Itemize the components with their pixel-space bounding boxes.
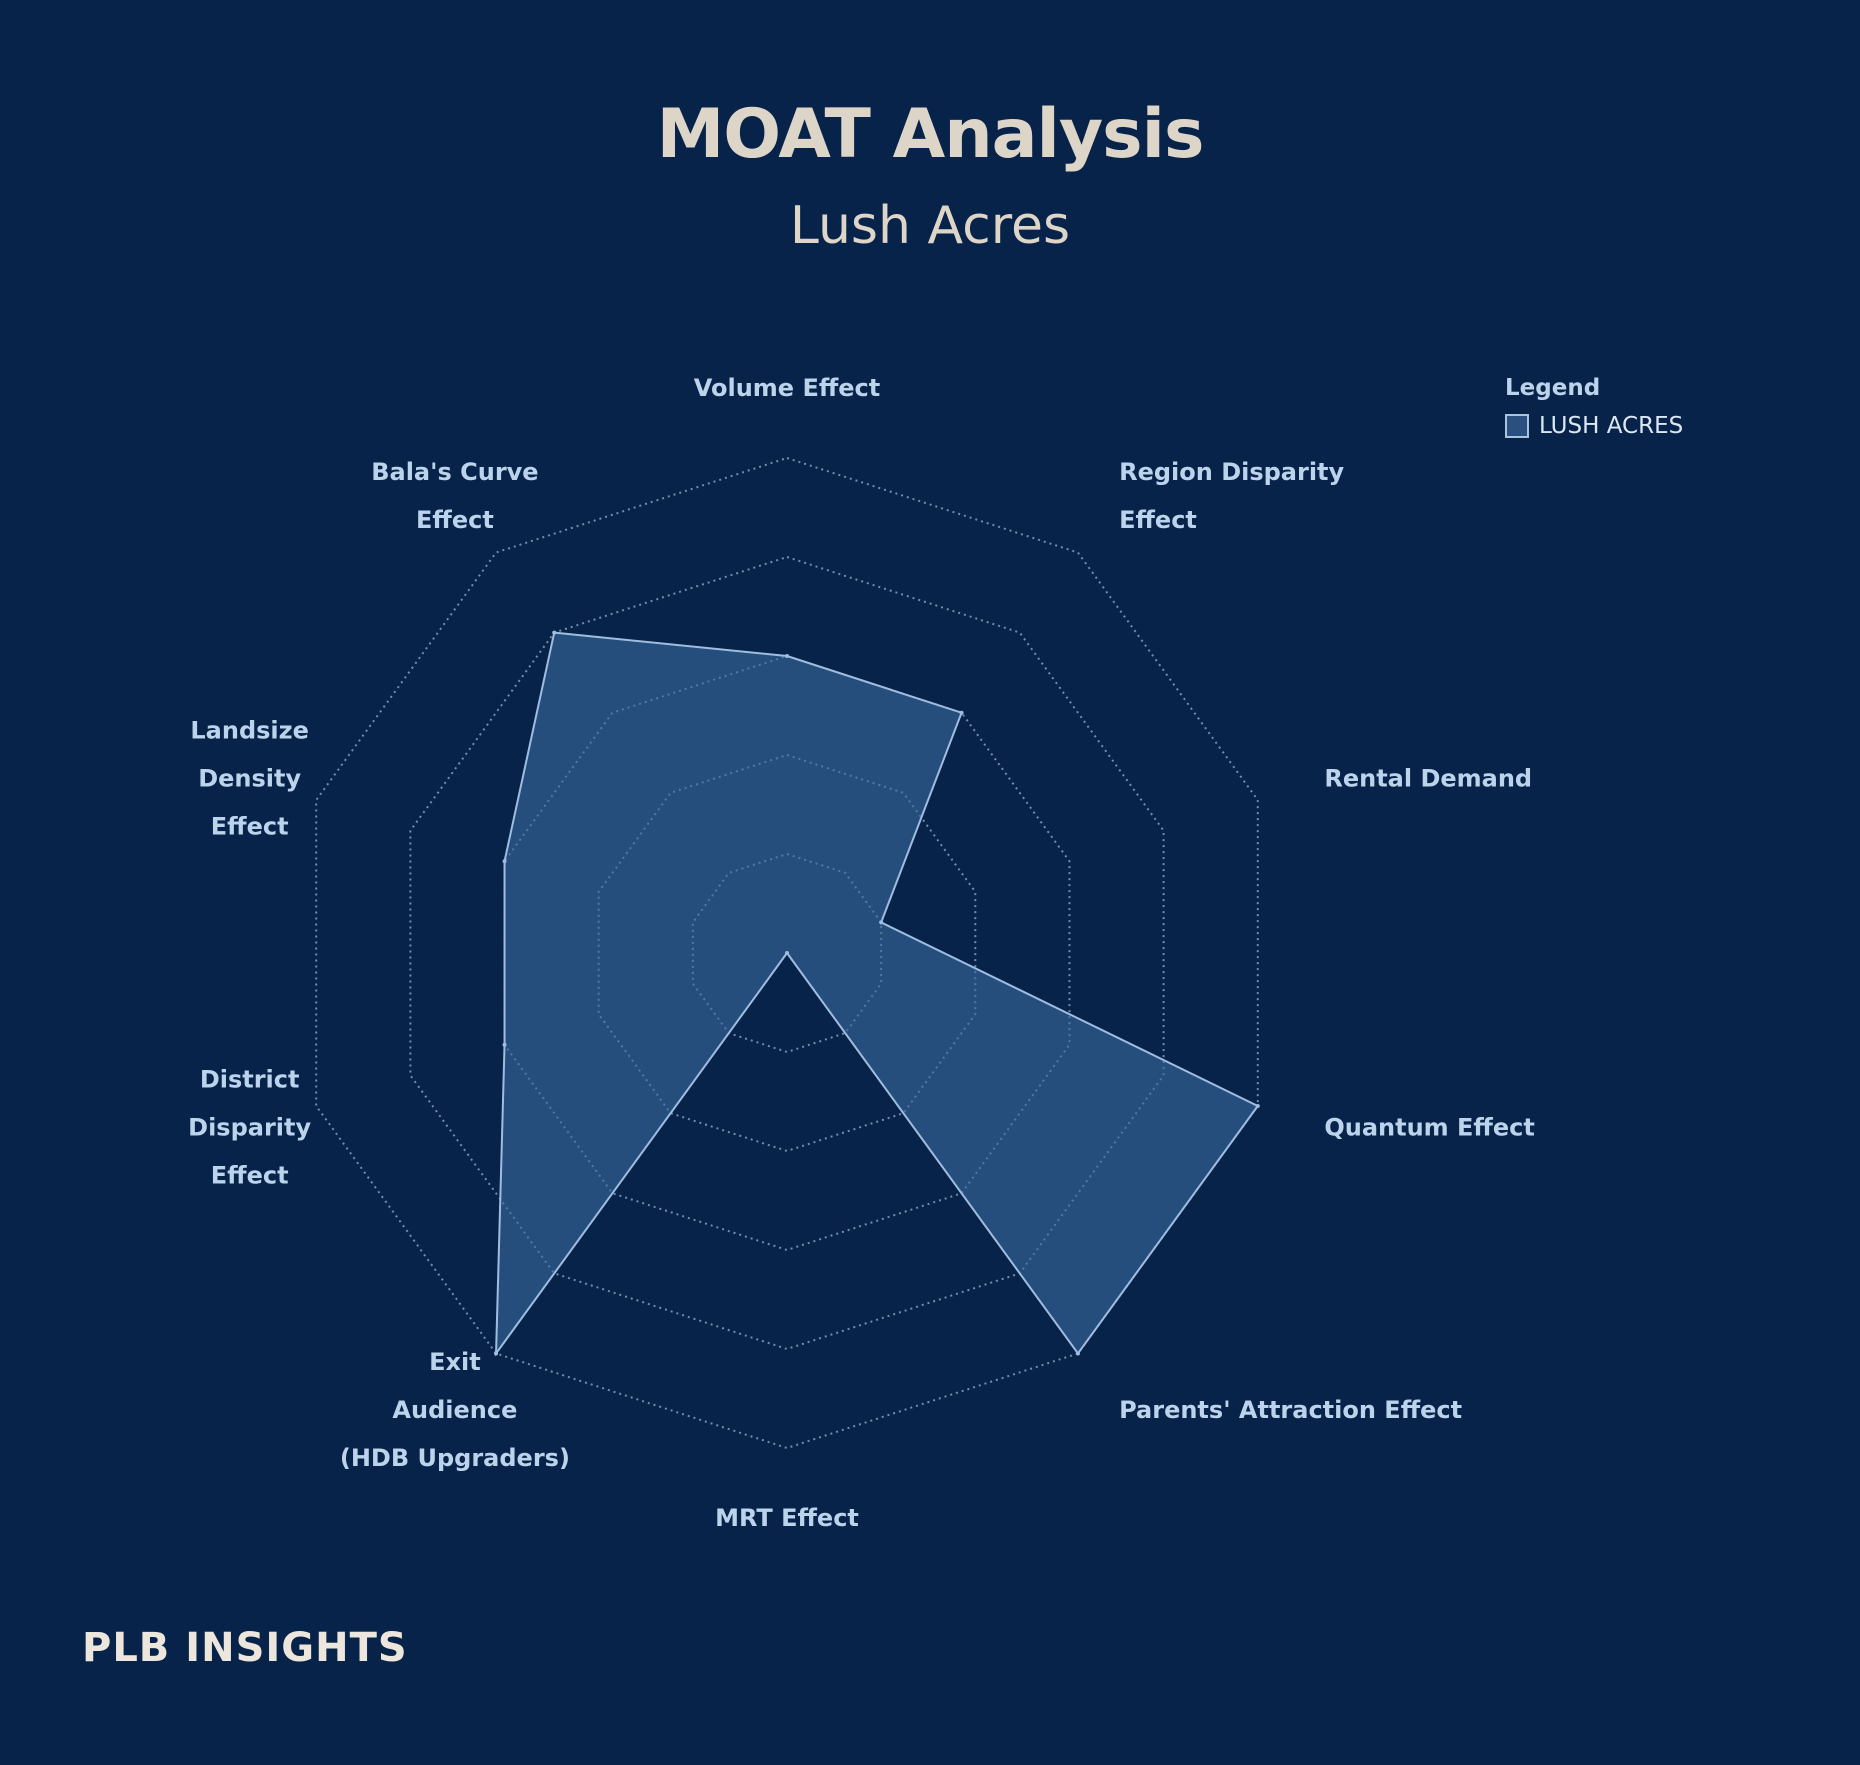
axis-label-5: Parents' Attraction Effect [1119, 1396, 1462, 1424]
axis-label-line: Effect [416, 506, 494, 534]
axis-label-line: (HDB Upgraders) [340, 1444, 570, 1472]
axis-label-line: Bala's Curve [371, 458, 538, 486]
legend-title: Legend [1505, 375, 1601, 401]
data-point-10 [552, 630, 557, 635]
axis-label-line: District [200, 1066, 300, 1094]
legend: Legend LUSH ACRES [1505, 375, 1683, 439]
data-point-9 [502, 859, 507, 864]
axis-label-line: Effect [1119, 506, 1197, 534]
axis-label-line: Landsize [190, 716, 309, 744]
brand-logo: PLB INSIGHTS [82, 1625, 408, 1671]
axis-label-7: Exit Audience (HDB Upgraders) [340, 1348, 570, 1472]
axis-label-line: Region Disparity [1119, 458, 1344, 486]
axis-label-line: Effect [211, 1162, 289, 1190]
axis-label-line: Quantum Effect [1324, 1114, 1535, 1142]
axis-label-line: Parents' Attraction Effect [1119, 1396, 1462, 1424]
legend-entry: LUSH ACRES [1505, 413, 1683, 439]
legend-label: LUSH ACRES [1539, 413, 1684, 439]
chart-subtitle: Lush Acres [789, 196, 1071, 256]
axis-label-8: District Disparity Effect [188, 1066, 311, 1190]
data-point-6 [785, 951, 789, 955]
axis-label-10: Bala's Curve Effect [371, 458, 538, 534]
axis-label-line: Disparity [188, 1114, 311, 1142]
axis-label-line: Exit [429, 1348, 481, 1376]
data-point-7 [494, 1351, 499, 1356]
axis-label-1: Volume Effect [694, 374, 881, 402]
data-point-5 [1075, 1351, 1080, 1356]
axis-label-line: Audience [392, 1396, 517, 1424]
data-point-2 [959, 710, 964, 715]
axis-label-line: Density [198, 764, 301, 792]
data-point-4 [1255, 1103, 1260, 1108]
series-area-lush-acres [494, 631, 1260, 1357]
axis-label-line: Effect [211, 812, 289, 840]
axis-label-3: Rental Demand [1324, 764, 1532, 792]
axis-label-4: Quantum Effect [1324, 1114, 1535, 1142]
chart-title: MOAT Analysis [656, 95, 1205, 174]
data-point-1 [785, 654, 789, 658]
legend-swatch [1505, 414, 1529, 438]
data-point-8 [502, 1042, 507, 1047]
axis-label-9: Landsize Density Effect [190, 716, 309, 840]
data-point-3 [879, 920, 884, 925]
axis-label-2: Region Disparity Effect [1119, 458, 1344, 534]
axis-label-line: Rental Demand [1324, 764, 1532, 792]
axis-label-6: MRT Effect [715, 1504, 859, 1532]
axis-label-line: Volume Effect [694, 374, 881, 402]
axis-label-line: MRT Effect [715, 1504, 859, 1532]
